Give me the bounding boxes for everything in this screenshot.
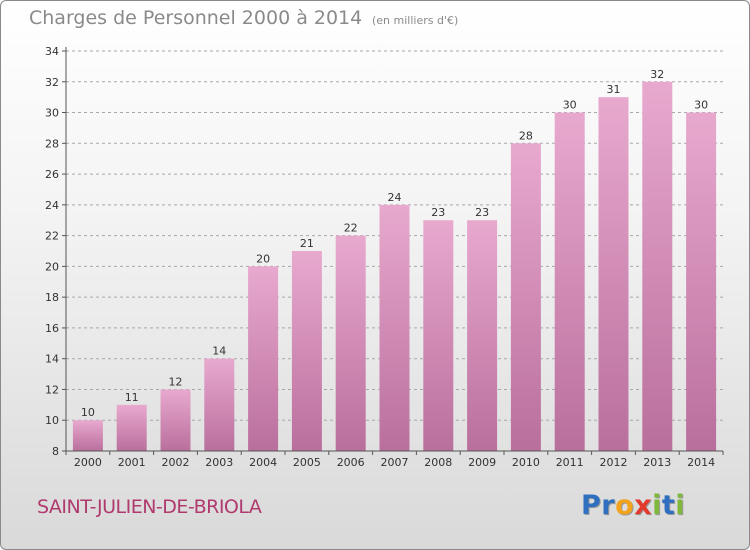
logo-letter: P <box>581 490 602 521</box>
y-tick-label: 26 <box>45 168 59 181</box>
y-tick-label: 30 <box>45 107 59 120</box>
chart-title: Charges de Personnel 2000 à 2014 <box>29 7 363 29</box>
bars-layer: 10 11 12 14 20 21 22 24 23 23 28 30 31 32 30 <box>72 68 717 452</box>
logo-letter: i <box>652 490 662 521</box>
bar <box>686 112 717 452</box>
x-tick-label: 2012 <box>600 456 628 469</box>
bar-value-label: 12 <box>169 375 183 388</box>
bar-value-label: 31 <box>607 83 621 96</box>
x-tick-label: 2009 <box>468 456 496 469</box>
logo-letter: x <box>634 490 653 521</box>
bar <box>423 220 454 451</box>
y-tick-label: 34 <box>45 45 59 58</box>
bar-value-label: 23 <box>475 206 489 219</box>
y-tick-label: 12 <box>45 383 59 396</box>
chart-subtitle: (en milliers d'€) <box>372 14 459 27</box>
y-tick-label: 28 <box>45 137 59 150</box>
y-tick-label: 16 <box>45 322 59 335</box>
x-tick-label: 2002 <box>162 456 190 469</box>
x-tick-label: 2005 <box>293 456 321 469</box>
bar <box>248 266 279 451</box>
bar <box>160 389 191 451</box>
bar-value-label: 22 <box>344 222 358 235</box>
y-tick-label: 20 <box>45 260 59 273</box>
bar-value-label: 21 <box>300 237 314 250</box>
x-tick-label: 2013 <box>643 456 671 469</box>
x-tick-label: 2006 <box>337 456 365 469</box>
bar-value-label: 28 <box>519 129 533 142</box>
bar-value-label: 11 <box>125 391 139 404</box>
bar <box>510 143 541 452</box>
bar <box>204 358 235 451</box>
proxiti-logo: Proxiti <box>581 490 685 521</box>
x-tick-label: 2004 <box>249 456 277 469</box>
bar-value-label: 30 <box>694 99 708 112</box>
x-tick-label: 2003 <box>205 456 233 469</box>
x-tick-label: 2007 <box>381 456 409 469</box>
bar-value-label: 23 <box>431 206 445 219</box>
bar-value-label: 10 <box>81 406 95 419</box>
bar-value-label: 30 <box>563 99 577 112</box>
bar-value-label: 32 <box>650 68 664 81</box>
bar-value-label: 14 <box>212 345 226 358</box>
y-tick-label: 18 <box>45 291 59 304</box>
x-tick-label: 2011 <box>556 456 584 469</box>
y-tick-label: 32 <box>45 76 59 89</box>
x-tick-label: 2001 <box>118 456 146 469</box>
bar <box>291 251 322 451</box>
logo-letter: i <box>675 490 686 521</box>
y-tick-label: 10 <box>45 414 59 427</box>
axis-layer: 8 10 12 14 16 18 20 22 24 26 28 30 32 34 2000 2001 2002 2… <box>45 45 724 469</box>
bar-value-label: 20 <box>256 252 270 265</box>
y-tick-label: 8 <box>52 445 59 458</box>
bar <box>467 220 498 451</box>
logo-letter: t <box>661 490 676 521</box>
x-tick-label: 2010 <box>512 456 540 469</box>
y-tick-label: 24 <box>45 199 59 212</box>
bar <box>598 97 629 452</box>
logo-letter: r <box>601 490 616 521</box>
bar-value-label: 24 <box>388 191 402 204</box>
x-tick-label: 2014 <box>687 456 715 469</box>
place-name: SAINT-JULIEN-DE-BRIOLA <box>37 496 262 518</box>
x-tick-label: 2000 <box>74 456 102 469</box>
bar <box>642 81 673 452</box>
logo-letter: o <box>615 490 635 521</box>
y-tick-label: 14 <box>45 353 59 366</box>
x-tick-label: 2008 <box>424 456 452 469</box>
bar <box>335 235 366 451</box>
bar <box>72 420 103 451</box>
bar <box>379 204 410 451</box>
bar <box>554 112 585 452</box>
y-tick-label: 22 <box>45 230 59 243</box>
bar <box>116 404 147 451</box>
